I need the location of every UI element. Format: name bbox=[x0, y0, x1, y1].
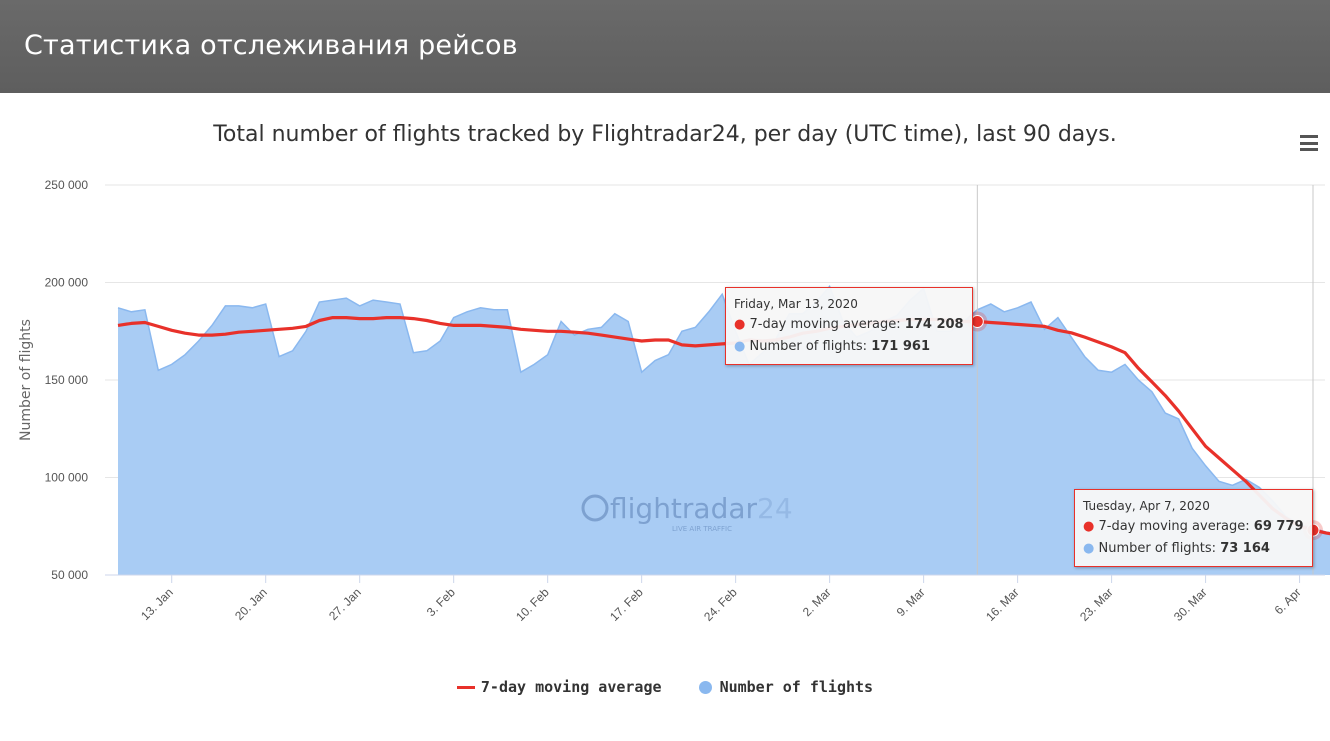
y-tick-label: 50 000 bbox=[51, 568, 88, 582]
legend-label: 7-day moving average bbox=[480, 678, 662, 696]
legend-line-swatch bbox=[456, 686, 475, 689]
tooltip-date: Tuesday, Apr 7, 2020 bbox=[1083, 499, 1210, 513]
tooltip-mar-13: Friday, Mar 13, 2020 ● 7-day moving aver… bbox=[725, 287, 973, 365]
x-tick-label: 30. Mar bbox=[1171, 585, 1210, 624]
flights-area bbox=[118, 286, 1330, 575]
tooltip-avg-value: 69 779 bbox=[1253, 519, 1304, 534]
x-tick-label: 2. Mar bbox=[800, 585, 834, 619]
y-tick-label: 150 000 bbox=[45, 373, 89, 387]
legend-item-number-of-flights[interactable]: Number of flights bbox=[698, 678, 874, 696]
header-bar: Статистика отслеживания рейсов bbox=[0, 0, 1330, 93]
x-tick-label: 13. Jan bbox=[138, 585, 176, 623]
legend-dot-swatch bbox=[698, 681, 712, 694]
watermark-brand-suffix: 24 bbox=[757, 492, 793, 525]
watermark-tagline: LIVE AIR TRAFFIC bbox=[672, 525, 732, 533]
tooltip-date: Friday, Mar 13, 2020 bbox=[734, 297, 858, 311]
x-tick-label: 16. Mar bbox=[983, 585, 1022, 624]
tooltip-flights-label: Number of flights: bbox=[1098, 541, 1221, 556]
tooltip-flights-label: Number of flights: bbox=[749, 339, 872, 354]
x-tick-label: 10. Feb bbox=[513, 585, 552, 624]
x-tick-label: 27. Jan bbox=[326, 585, 364, 623]
chart-title: Total number of flights tracked by Fligh… bbox=[213, 122, 1117, 147]
page-title: Статистика отслеживания рейсов bbox=[24, 30, 518, 61]
y-tick-label: 200 000 bbox=[45, 276, 89, 290]
watermark-brand: flightradar24 bbox=[610, 492, 793, 525]
x-tick-label: 23. Mar bbox=[1077, 585, 1116, 624]
legend-item-moving-average[interactable]: 7-day moving average bbox=[456, 678, 662, 696]
hamburger-menu-icon[interactable] bbox=[1300, 135, 1318, 151]
tooltip-avg-label: 7-day moving average: bbox=[1098, 519, 1254, 534]
legend: 7-day moving average Number of flights bbox=[0, 678, 1330, 696]
x-tick-label: 20. Jan bbox=[232, 585, 270, 623]
tooltip-flights-value: 73 164 bbox=[1220, 541, 1270, 556]
tooltip-avg-label: 7-day moving average: bbox=[749, 317, 905, 332]
x-tick-label: 6. Apr bbox=[1272, 585, 1304, 617]
moving-average-marker bbox=[970, 315, 984, 328]
x-tick-label: 9. Mar bbox=[894, 585, 928, 619]
x-tick-label: 17. Feb bbox=[607, 585, 646, 624]
y-tick-label: 250 000 bbox=[45, 178, 89, 192]
y-axis-label: Number of flights bbox=[18, 319, 34, 441]
legend-label: Number of flights bbox=[719, 678, 874, 696]
tooltip-flights-value: 171 961 bbox=[871, 339, 930, 354]
x-tick-label: 3. Feb bbox=[424, 585, 458, 619]
x-tick-label: 24. Feb bbox=[701, 585, 740, 624]
watermark-logo-icon bbox=[581, 494, 609, 522]
y-tick-label: 100 000 bbox=[45, 471, 89, 485]
tooltip-avg-value: 174 208 bbox=[904, 317, 964, 332]
tooltip-apr-7: Tuesday, Apr 7, 2020 ● 7-day moving aver… bbox=[1074, 489, 1313, 567]
